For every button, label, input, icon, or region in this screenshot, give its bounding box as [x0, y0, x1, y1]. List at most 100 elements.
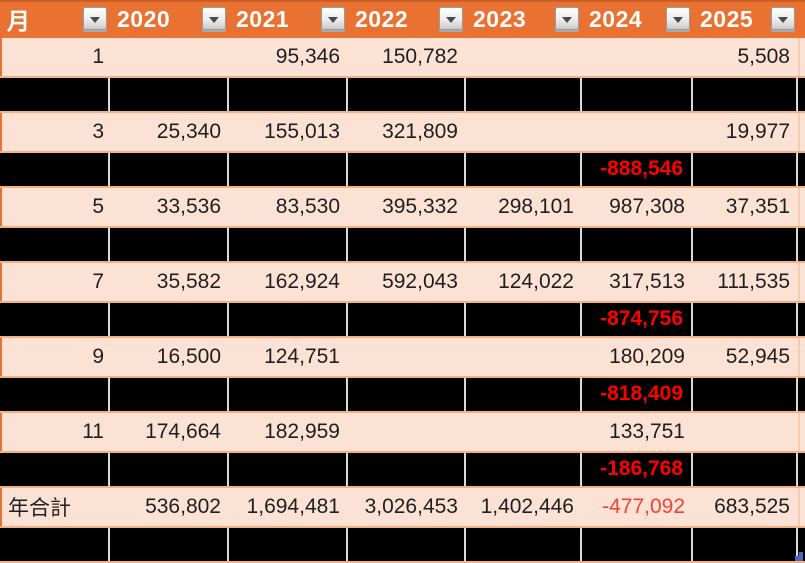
- value-cell[interactable]: 25,340: [156, 119, 221, 143]
- value-cell[interactable]: [466, 452, 582, 486]
- month-cell[interactable]: [0, 152, 110, 186]
- value-cell[interactable]: [466, 38, 582, 76]
- value-cell[interactable]: -477,092: [602, 494, 685, 518]
- value-cell[interactable]: -888,546: [582, 152, 693, 186]
- value-cell[interactable]: 37,351: [725, 194, 790, 218]
- value-cell[interactable]: [348, 377, 466, 411]
- value-cell[interactable]: 395,332: [382, 194, 458, 218]
- value-cell[interactable]: 52,945: [725, 344, 790, 368]
- value-cell[interactable]: 5,508: [737, 44, 790, 68]
- value-cell[interactable]: [348, 302, 466, 336]
- value-cell[interactable]: [466, 227, 582, 261]
- value-cell[interactable]: [693, 302, 798, 336]
- value-cell[interactable]: 35,582: [156, 269, 221, 293]
- value-cell[interactable]: [110, 77, 229, 111]
- value-cell[interactable]: 111,535: [717, 269, 790, 293]
- value-cell[interactable]: [466, 338, 582, 376]
- month-cell[interactable]: [0, 227, 110, 261]
- value-cell[interactable]: 124,751: [264, 344, 340, 368]
- month-cell[interactable]: 1: [92, 44, 104, 68]
- value-cell[interactable]: [110, 227, 229, 261]
- value-cell[interactable]: [229, 302, 348, 336]
- value-cell[interactable]: 33,536: [156, 194, 221, 218]
- month-cell[interactable]: 7: [92, 269, 104, 293]
- value-cell[interactable]: [110, 152, 229, 186]
- value-cell[interactable]: [348, 413, 466, 451]
- filter-dropdown-button[interactable]: [666, 7, 690, 30]
- value-cell[interactable]: [229, 227, 348, 261]
- value-cell[interactable]: [582, 77, 693, 111]
- fill-handle[interactable]: [795, 552, 803, 561]
- value-cell[interactable]: 317,513: [609, 269, 685, 293]
- value-cell[interactable]: [466, 413, 582, 451]
- filter-dropdown-button[interactable]: [83, 7, 107, 30]
- value-cell[interactable]: [693, 152, 798, 186]
- value-cell[interactable]: [693, 227, 798, 261]
- month-cell[interactable]: 年合計: [8, 496, 71, 520]
- value-cell[interactable]: 321,809: [382, 119, 458, 143]
- value-cell[interactable]: [466, 377, 582, 411]
- value-cell[interactable]: 182,959: [264, 419, 340, 443]
- value-cell[interactable]: [582, 113, 693, 151]
- value-cell[interactable]: 180,209: [609, 344, 685, 368]
- value-cell[interactable]: [582, 38, 693, 76]
- value-cell[interactable]: [110, 377, 229, 411]
- value-cell[interactable]: [110, 302, 229, 336]
- value-cell[interactable]: [466, 77, 582, 111]
- month-cell[interactable]: 3: [92, 119, 104, 143]
- value-cell[interactable]: 124,022: [498, 269, 574, 293]
- value-cell[interactable]: [348, 452, 466, 486]
- value-cell[interactable]: 133,751: [609, 419, 685, 443]
- value-cell[interactable]: [229, 152, 348, 186]
- value-cell[interactable]: [348, 77, 466, 111]
- value-cell[interactable]: [229, 527, 348, 561]
- value-cell[interactable]: -818,409: [582, 377, 693, 411]
- value-cell[interactable]: 683,525: [714, 494, 790, 518]
- month-cell[interactable]: 5: [92, 194, 104, 218]
- month-cell[interactable]: [0, 452, 110, 486]
- value-cell[interactable]: -874,756: [582, 302, 693, 336]
- value-cell[interactable]: [582, 527, 693, 561]
- value-cell[interactable]: [466, 527, 582, 561]
- value-cell[interactable]: [110, 38, 229, 76]
- value-cell[interactable]: 150,782: [382, 44, 458, 68]
- value-cell[interactable]: [229, 452, 348, 486]
- filter-dropdown-button[interactable]: [771, 7, 795, 30]
- value-cell[interactable]: 536,802: [145, 494, 221, 518]
- value-cell[interactable]: 987,308: [609, 194, 685, 218]
- value-cell[interactable]: 592,043: [382, 269, 458, 293]
- filter-dropdown-button[interactable]: [439, 7, 463, 30]
- month-cell[interactable]: 9: [92, 344, 104, 368]
- value-cell[interactable]: [110, 452, 229, 486]
- value-cell[interactable]: 1,402,446: [480, 494, 574, 518]
- value-cell[interactable]: [110, 527, 229, 561]
- value-cell[interactable]: [693, 377, 798, 411]
- value-cell[interactable]: [466, 302, 582, 336]
- month-cell[interactable]: [0, 527, 110, 561]
- value-cell[interactable]: 155,013: [264, 119, 340, 143]
- value-cell[interactable]: [229, 77, 348, 111]
- value-cell[interactable]: [348, 152, 466, 186]
- value-cell[interactable]: [466, 152, 582, 186]
- month-cell[interactable]: 11: [82, 419, 104, 443]
- value-cell[interactable]: 162,924: [264, 269, 340, 293]
- value-cell[interactable]: 19,977: [725, 119, 790, 143]
- value-cell[interactable]: [348, 338, 466, 376]
- value-cell[interactable]: [348, 527, 466, 561]
- value-cell[interactable]: 83,530: [275, 194, 340, 218]
- value-cell[interactable]: 174,664: [145, 419, 221, 443]
- value-cell[interactable]: [693, 413, 798, 451]
- value-cell[interactable]: 298,101: [498, 194, 574, 218]
- month-cell[interactable]: [0, 302, 110, 336]
- value-cell[interactable]: 3,026,453: [364, 494, 458, 518]
- value-cell[interactable]: [466, 113, 582, 151]
- value-cell[interactable]: 16,500: [156, 344, 221, 368]
- value-cell[interactable]: [229, 377, 348, 411]
- filter-dropdown-button[interactable]: [555, 7, 579, 30]
- value-cell[interactable]: [693, 452, 798, 486]
- value-cell[interactable]: [693, 527, 798, 561]
- value-cell[interactable]: 95,346: [275, 44, 340, 68]
- value-cell[interactable]: [693, 77, 798, 111]
- filter-dropdown-button[interactable]: [321, 7, 345, 30]
- value-cell[interactable]: -186,768: [582, 452, 693, 486]
